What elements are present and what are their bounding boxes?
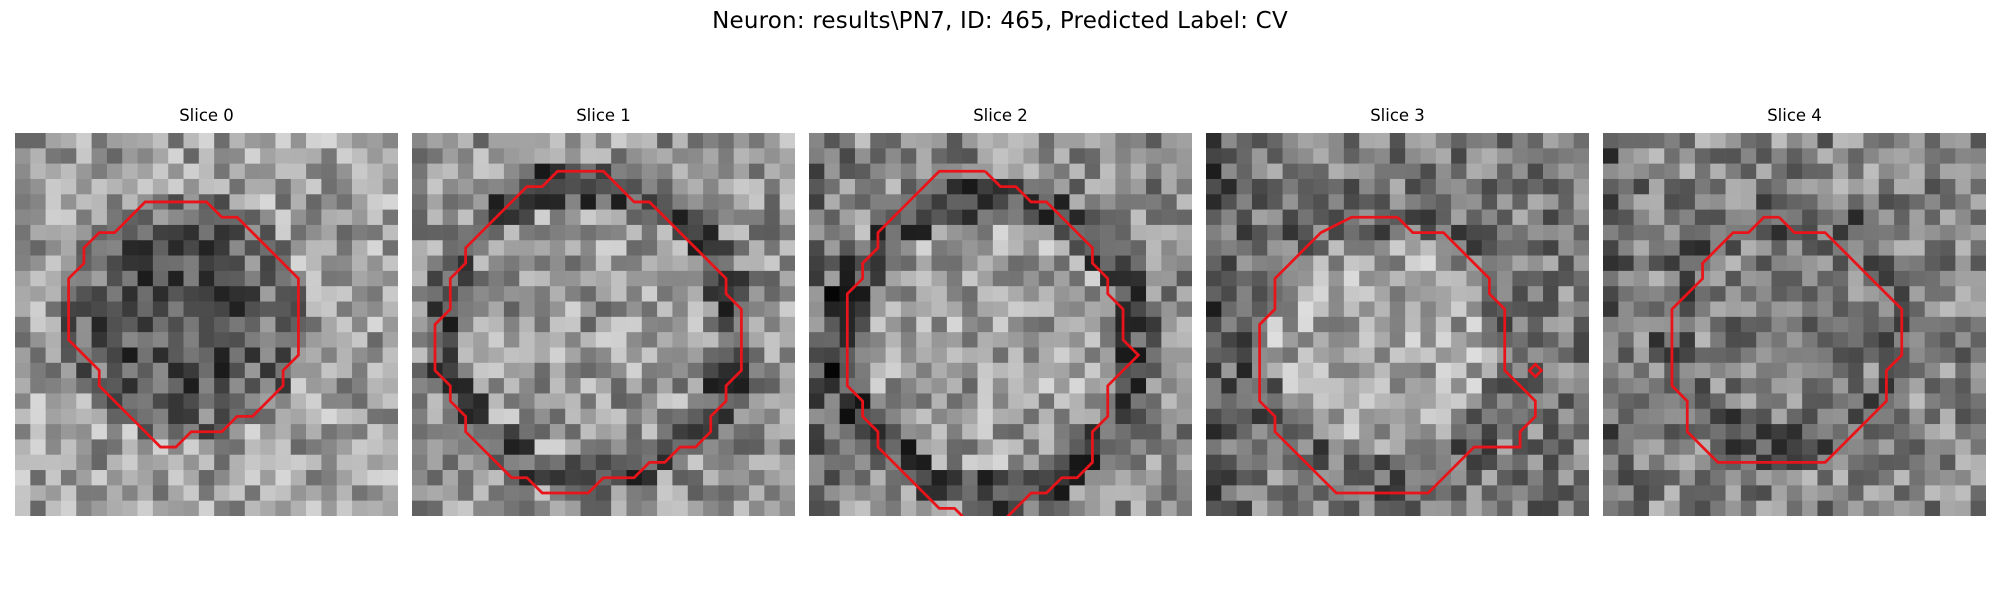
slice-title-1: Slice 1 xyxy=(576,106,631,125)
slice-panel-3: Slice 3 xyxy=(1206,105,1589,516)
slice-panel-4: Slice 4 xyxy=(1603,105,1986,516)
slice-title-0: Slice 0 xyxy=(179,106,234,125)
neuron-contour-3 xyxy=(1258,215,1537,495)
slice-pixels-1 xyxy=(412,133,795,516)
slice-image-2 xyxy=(809,133,1192,516)
slice-pixels-3 xyxy=(1206,133,1589,516)
slice-pixels-4 xyxy=(1603,133,1986,516)
neuron-contour-0 xyxy=(67,200,300,449)
slice-title-4: Slice 4 xyxy=(1767,106,1822,125)
slice-image-1 xyxy=(412,133,795,516)
slice-pixels-2 xyxy=(809,133,1192,516)
slice-panel-0: Slice 0 xyxy=(15,105,398,516)
slice-title-2: Slice 2 xyxy=(973,106,1028,125)
slice-pixels-0 xyxy=(15,133,398,516)
slice-panel-2: Slice 2 xyxy=(809,105,1192,516)
slice-image-0 xyxy=(15,133,398,516)
slice-image-4 xyxy=(1603,133,1986,516)
neuron-contour-4 xyxy=(1670,215,1904,464)
slice-panel-1: Slice 1 xyxy=(412,105,795,516)
slice-image-3 xyxy=(1206,133,1589,516)
neuron-contour-2 xyxy=(845,169,1141,516)
neuron-contour-3-blip xyxy=(1527,362,1544,379)
neuron-contour-1 xyxy=(433,169,743,495)
figure-suptitle: Neuron: results\PN7, ID: 465, Predicted … xyxy=(712,8,1288,34)
slice-title-3: Slice 3 xyxy=(1370,106,1425,125)
